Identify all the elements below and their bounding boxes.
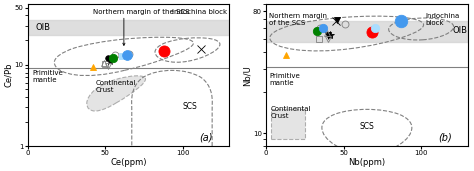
- Text: Indochina
block: Indochina block: [426, 13, 460, 26]
- X-axis label: Nb(ppm): Nb(ppm): [348, 158, 385, 167]
- Text: OIB: OIB: [36, 23, 50, 32]
- Text: Primitive
mantle: Primitive mantle: [32, 70, 63, 83]
- Bar: [266, 21, 468, 42]
- Bar: [271, 109, 305, 139]
- Text: SCS: SCS: [359, 122, 374, 131]
- Y-axis label: Nb/U: Nb/U: [243, 65, 252, 86]
- Text: SCS: SCS: [183, 102, 198, 111]
- Text: (b): (b): [438, 132, 452, 142]
- Text: Primitive
mantle: Primitive mantle: [269, 73, 300, 86]
- Text: Continental
Crust: Continental Crust: [271, 106, 311, 119]
- Text: OIB: OIB: [452, 26, 467, 35]
- X-axis label: Ce(ppm): Ce(ppm): [110, 158, 147, 167]
- Text: Northern margin of the SCS: Northern margin of the SCS: [93, 9, 189, 15]
- Ellipse shape: [87, 76, 146, 111]
- Bar: [27, 20, 229, 35]
- Text: Continental
Crust: Continental Crust: [96, 80, 137, 93]
- Text: (a): (a): [200, 132, 213, 142]
- Y-axis label: Ce/Pb: Ce/Pb: [4, 63, 13, 88]
- Text: Indochina block: Indochina block: [172, 9, 227, 15]
- Text: Northern margin
of the SCS: Northern margin of the SCS: [269, 13, 327, 26]
